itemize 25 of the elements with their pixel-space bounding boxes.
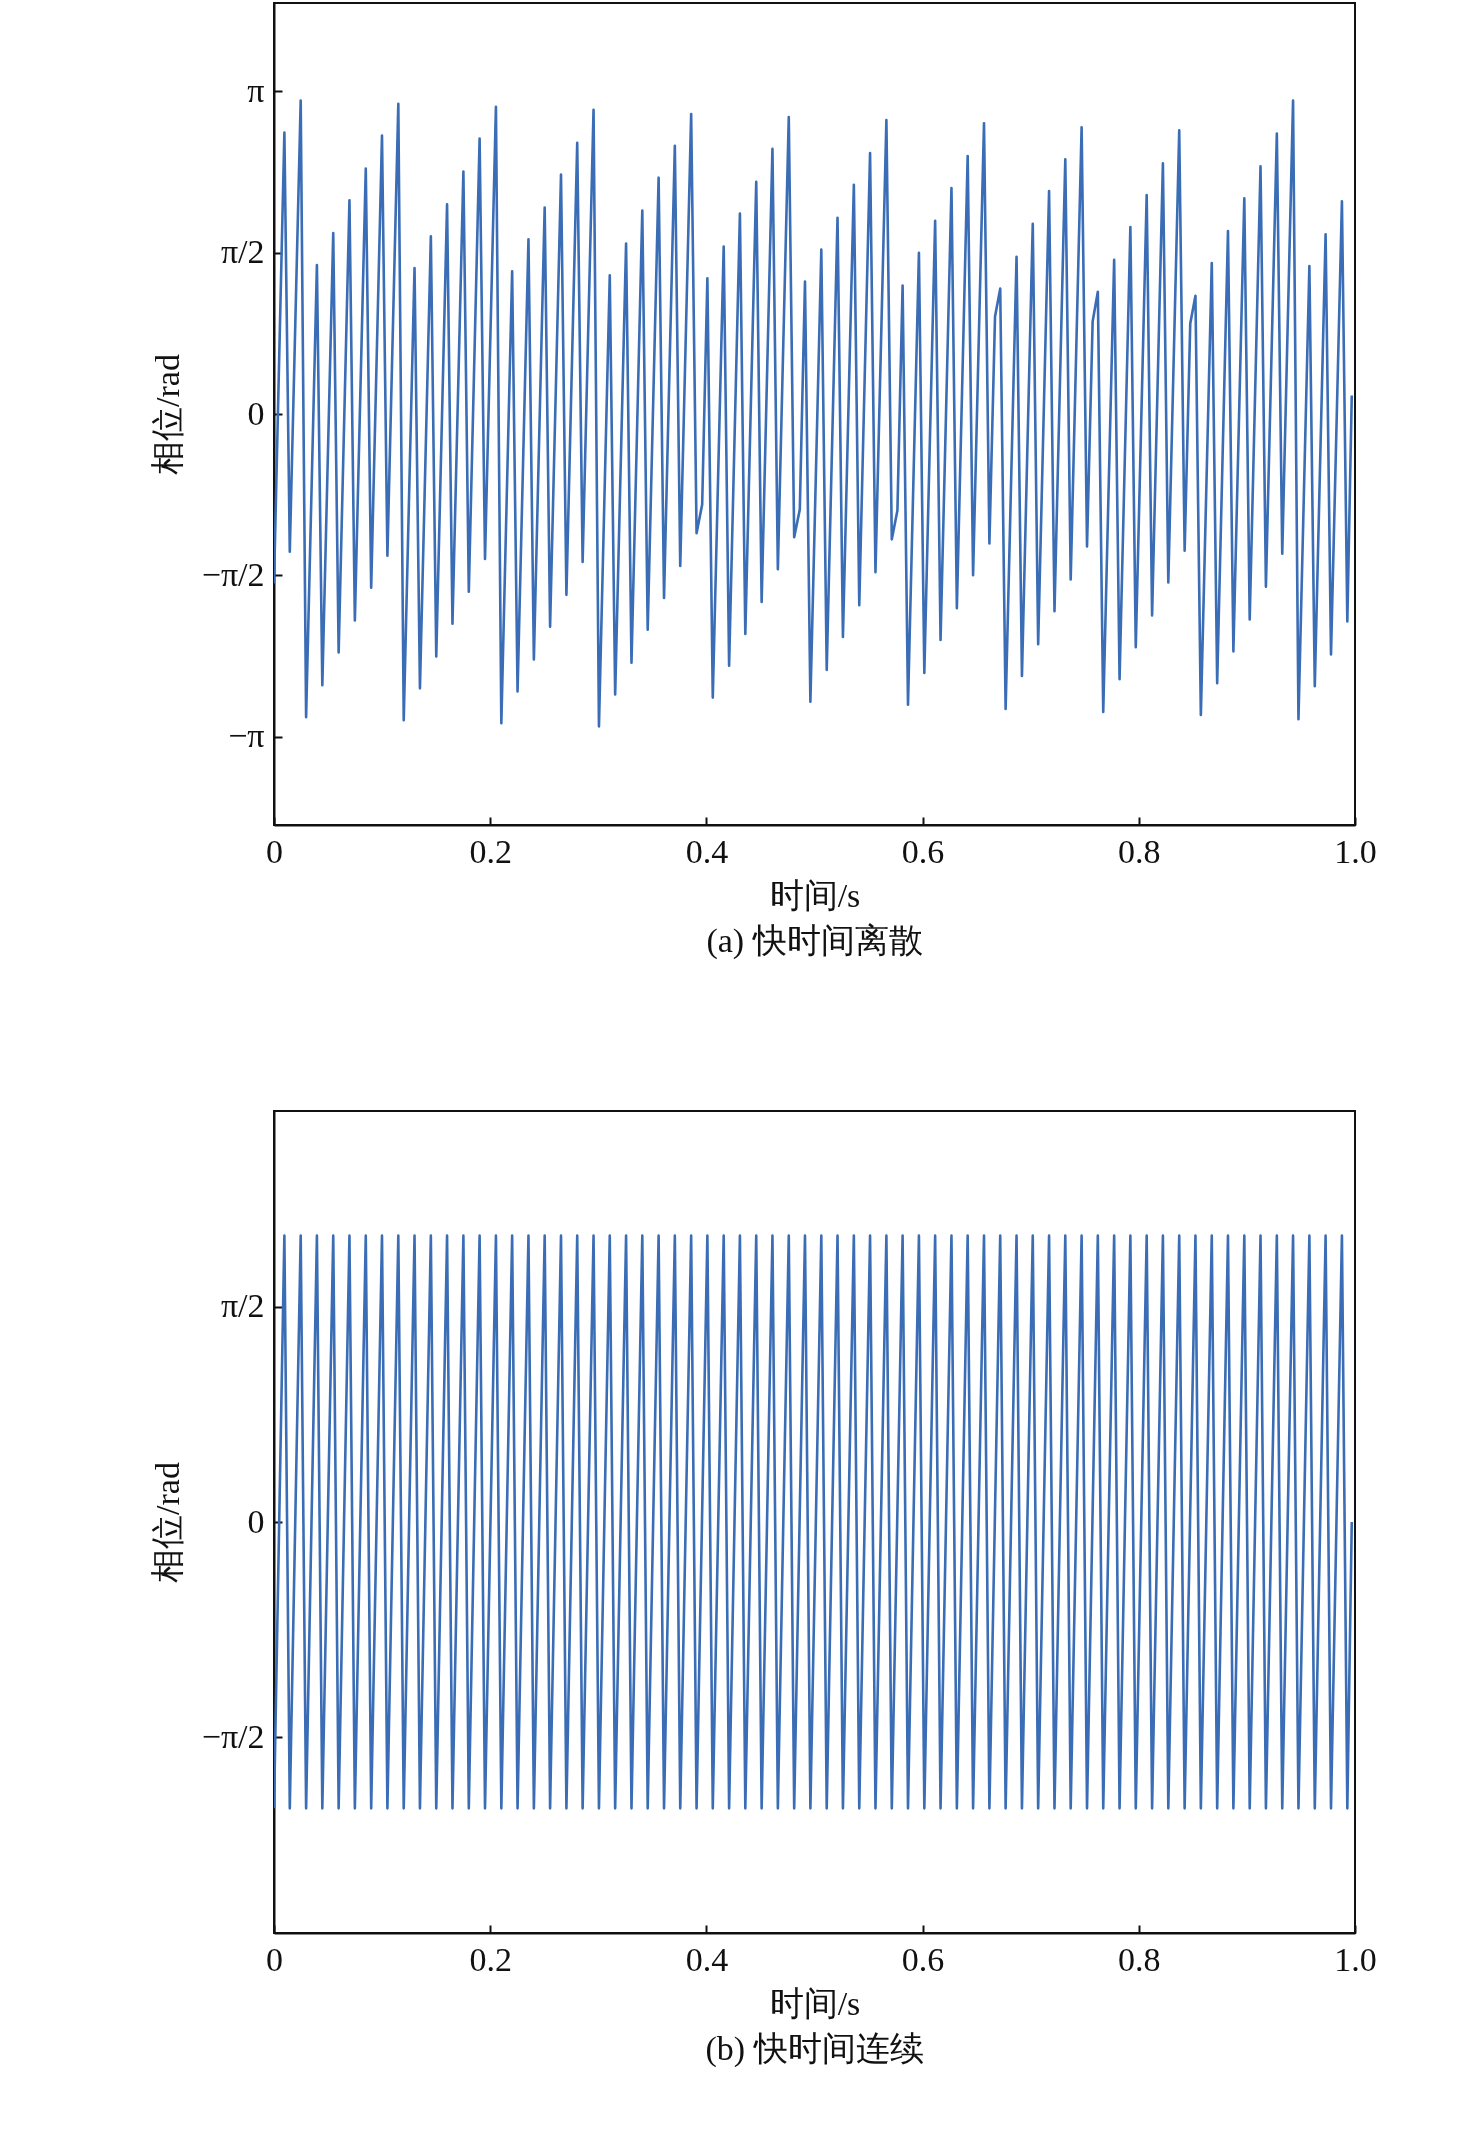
x-tick-label: 0.6 (901, 1940, 945, 1978)
x-axis-title: 时间/s (769, 1984, 861, 2022)
y-tick-label: −π/2 (201, 1717, 265, 1755)
y-tick-label: 0 (247, 394, 265, 432)
line-series (274, 99, 1354, 728)
y-tick-label: −π (228, 717, 265, 755)
x-tick-label: 0.4 (685, 1940, 729, 1978)
x-tick-label: 0.4 (685, 832, 729, 870)
y-tick-label: π (247, 71, 265, 109)
text: (b) 快时间连续 (705, 2030, 924, 2068)
y-tick-label: π/2 (220, 1287, 265, 1325)
y-tick-label: π/2 (220, 233, 265, 271)
y-axis-title: 相位/rad (148, 354, 186, 475)
y-tick-label: 0 (247, 1502, 265, 1540)
x-tick-label: 1.0 (1334, 1940, 1377, 1978)
y-tick-label: −π/2 (201, 555, 265, 593)
x-tick-label: 0.2 (469, 832, 512, 870)
x-tick-label: 0.2 (469, 1940, 512, 1978)
x-tick-label: 0.8 (1118, 1940, 1161, 1978)
x-tick-label: 0.6 (901, 832, 945, 870)
x-tick-label: 1.0 (1334, 832, 1377, 870)
y-axis-title: 相位/rad (148, 1462, 186, 1583)
text: (a) 快时间离散 (706, 922, 923, 960)
x-axis-title: 时间/s (769, 876, 861, 914)
x-tick-label: 0.8 (1118, 832, 1161, 870)
